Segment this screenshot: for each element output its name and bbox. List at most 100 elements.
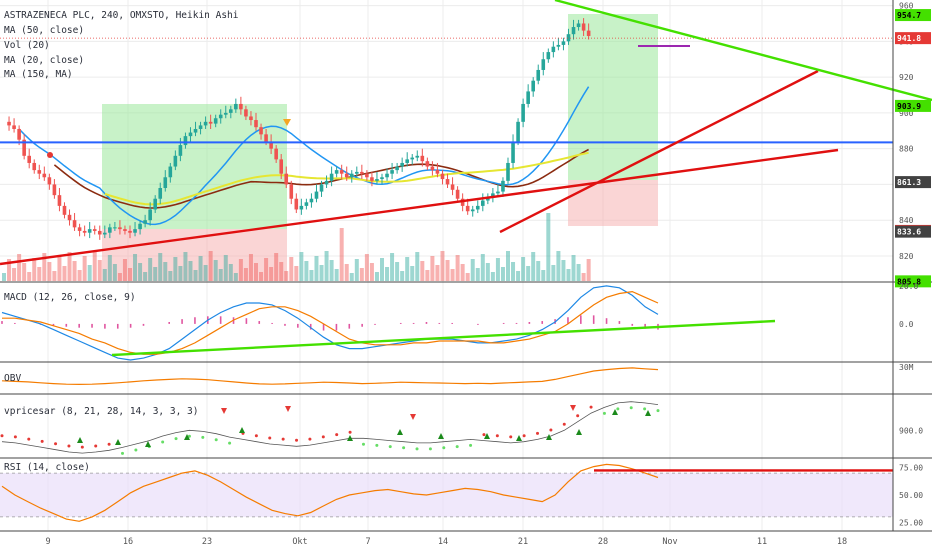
candle-body-26 <box>133 229 137 233</box>
volume-bar-87 <box>440 251 445 281</box>
candle-body-77 <box>390 170 394 174</box>
candle-body-9 <box>47 177 52 185</box>
volume-bar-110 <box>556 251 561 281</box>
trend-line-red-2 <box>499 69 819 234</box>
volume-bar-8 <box>42 253 47 281</box>
legend-ma20: MA (20, close) <box>4 55 84 66</box>
volume-bar-86 <box>435 265 440 281</box>
candle-body-68 <box>344 173 349 178</box>
price-tick-5: 920 <box>899 73 914 82</box>
candle-body-24 <box>123 229 127 231</box>
candle-body-65 <box>329 173 334 181</box>
volume-bar-14 <box>72 261 77 281</box>
legend-ma50: MA (50, close) <box>4 25 84 36</box>
price-tag-3: 861.3 <box>897 178 921 187</box>
rsi-tick-2: 75.00 <box>899 464 923 473</box>
candle-body-36 <box>183 136 188 146</box>
trend-lines[interactable] <box>0 0 932 266</box>
position-boxes <box>102 14 658 281</box>
time-label-1: 16 <box>123 537 133 547</box>
buy-marker-11 <box>576 429 582 435</box>
vpricesar-tick-0: 900.0 <box>899 426 923 435</box>
psar-dot-42 <box>562 422 566 426</box>
candle-body-38 <box>193 128 198 133</box>
volume-bar-94 <box>475 268 480 281</box>
candle-body-30 <box>153 198 157 210</box>
buy-marker-6 <box>397 429 403 435</box>
candle-body-63 <box>319 184 324 192</box>
candle-body-35 <box>178 145 183 156</box>
macd-tick-1: 20.0 <box>899 282 918 291</box>
candle-body-71 <box>360 171 364 174</box>
candle-body-113 <box>571 27 576 35</box>
candle-body-95 <box>481 200 485 206</box>
sell-marker-2 <box>410 414 416 420</box>
candle-body-112 <box>566 34 571 42</box>
trend-line-red-1 <box>0 148 839 266</box>
candle-body-62 <box>314 191 319 199</box>
candle-body-100 <box>506 162 510 181</box>
volume-bar-115 <box>581 273 586 281</box>
candle-body-40 <box>203 121 208 126</box>
volume-bar-43 <box>218 269 223 281</box>
pane-separators <box>0 0 932 532</box>
candle-body-73 <box>370 177 374 181</box>
volume-bar-52 <box>264 258 269 281</box>
candle-body-43 <box>218 114 223 119</box>
candle-body-21 <box>108 227 112 233</box>
candle-body-31 <box>158 188 163 199</box>
volume-bar-75 <box>380 258 384 281</box>
candle-body-56 <box>284 173 289 185</box>
volume-bar-34 <box>173 257 178 281</box>
volume-bar-6 <box>32 258 37 281</box>
macd-title: MACD (12, 26, close, 9) <box>4 292 136 303</box>
candle-body-58 <box>294 198 299 210</box>
time-label-9: 11 <box>757 537 767 547</box>
volume-bar-80 <box>405 257 410 281</box>
legend: ASTRAZENECA PLC, 240, OMXSTO, Heikin Ash… <box>4 10 239 473</box>
candle-body-17 <box>87 229 92 233</box>
time-label-5: 14 <box>438 537 448 547</box>
volume-bar-83 <box>420 261 425 281</box>
volume-bar-39 <box>198 256 203 281</box>
candle-body-81 <box>410 157 415 160</box>
volume-bar-102 <box>516 271 521 281</box>
candle-body-74 <box>375 179 379 181</box>
psar-dot-44 <box>589 405 593 409</box>
volume-bar-108 <box>546 213 551 281</box>
volume-bar-15 <box>77 270 82 281</box>
volume-bar-76 <box>385 267 390 281</box>
candle-body-80 <box>405 159 409 163</box>
obv-tick-0: 30M <box>899 363 914 372</box>
psar-dot-33 <box>442 446 446 450</box>
time-label-10: 18 <box>837 537 847 547</box>
volume-bar-98 <box>495 258 500 281</box>
candle-body-34 <box>173 155 178 167</box>
psar-dot-28 <box>375 443 379 447</box>
macd-pane <box>1 285 776 361</box>
price-axis[interactable]: 820840860880900920940960954.7941.8903.98… <box>895 2 931 528</box>
volume-bar-21 <box>107 255 112 281</box>
volume-bar-61 <box>309 270 314 281</box>
volume-bar-35 <box>178 266 183 281</box>
volume-bar-85 <box>430 256 435 281</box>
psar-dot-1 <box>13 435 17 439</box>
candle-body-15 <box>77 227 82 231</box>
time-axis[interactable]: 9 16 23 Okt 7 14 21 28 Nov 11 18 <box>45 537 847 547</box>
psar-dot-38 <box>509 435 513 439</box>
candle-body-6 <box>32 162 37 171</box>
psar-dot-17 <box>228 441 232 445</box>
candle-body-25 <box>128 230 132 233</box>
candle-body-108 <box>546 52 551 60</box>
candle-body-49 <box>249 116 253 121</box>
candle-body-19 <box>97 230 102 235</box>
volume-bar-90 <box>455 255 460 281</box>
candle-body-29 <box>148 209 152 221</box>
candle-body-72 <box>365 173 369 178</box>
volume-bar-64 <box>324 251 329 281</box>
psar-dot-48 <box>643 407 647 411</box>
candle-body-14 <box>72 220 77 228</box>
obv-pane <box>1 367 659 386</box>
volume-bar-54 <box>274 253 279 281</box>
